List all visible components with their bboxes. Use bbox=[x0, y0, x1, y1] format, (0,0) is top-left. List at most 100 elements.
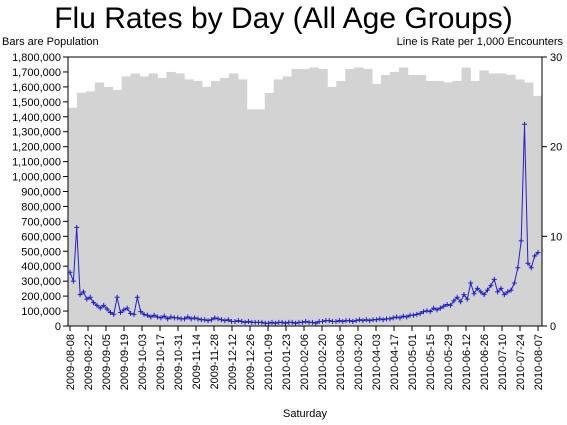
rate-point bbox=[346, 318, 352, 324]
rate-point bbox=[155, 314, 161, 320]
population-bar bbox=[425, 80, 436, 326]
rate-point bbox=[495, 289, 501, 295]
left-tick-label: 800,000 bbox=[21, 201, 61, 213]
left-tick-label: 100,000 bbox=[21, 306, 61, 318]
population-bar bbox=[184, 79, 194, 326]
rate-point bbox=[468, 280, 474, 286]
left-tick-label: 1,600,000 bbox=[12, 82, 61, 94]
population-bar bbox=[193, 80, 203, 326]
population-bar bbox=[524, 82, 534, 326]
population-bar bbox=[76, 92, 87, 327]
population-bar bbox=[85, 91, 96, 327]
right-axis-caption: Line is Rate per 1,000 Encounters bbox=[396, 36, 563, 48]
rate-point bbox=[336, 318, 342, 324]
rate-point bbox=[471, 291, 477, 297]
left-axis-caption: Bars are Population bbox=[2, 36, 99, 48]
rate-point bbox=[353, 318, 359, 324]
population-bar bbox=[354, 67, 364, 327]
population-bar bbox=[166, 71, 176, 326]
rate-point bbox=[501, 292, 507, 298]
rate-point bbox=[269, 319, 275, 325]
x-tick-label: 2010-03-06 bbox=[335, 334, 347, 390]
rate-point bbox=[161, 313, 167, 319]
rate-point bbox=[114, 294, 120, 300]
left-tick-label: 1,800,000 bbox=[12, 52, 61, 64]
rate-point bbox=[525, 260, 531, 266]
rate-point bbox=[441, 303, 447, 309]
population-bar bbox=[381, 74, 391, 327]
population-bar bbox=[452, 80, 462, 326]
x-tick-label: 2010-07-10 bbox=[497, 334, 509, 390]
x-tick-label: 2009-11-14 bbox=[191, 334, 203, 389]
rate-point bbox=[205, 318, 211, 324]
rate-point bbox=[326, 318, 332, 324]
rate-point bbox=[245, 319, 251, 325]
right-tick-label: 20 bbox=[550, 142, 562, 154]
left-tick-label: 300,000 bbox=[21, 276, 61, 288]
population-bar bbox=[228, 73, 239, 326]
rate-point bbox=[222, 318, 228, 324]
left-tick-label: 1,200,000 bbox=[12, 142, 61, 154]
rate-line bbox=[67, 121, 541, 326]
x-tick-label: 2009-10-17 bbox=[155, 334, 167, 390]
rate-point bbox=[397, 315, 403, 321]
population-bar bbox=[255, 109, 266, 326]
rate-point bbox=[414, 311, 420, 317]
right-tick-label: 0 bbox=[550, 321, 556, 333]
rate-point bbox=[158, 315, 164, 321]
rate-point bbox=[437, 305, 443, 311]
population-bar bbox=[488, 73, 498, 326]
rate-point bbox=[380, 317, 386, 323]
rate-point bbox=[138, 309, 144, 315]
population-bar bbox=[372, 83, 382, 327]
rate-point bbox=[188, 316, 194, 322]
rate-point bbox=[124, 305, 130, 311]
x-tick-label: 2009-12-12 bbox=[227, 334, 239, 390]
x-tick-label: 2009-08-08 bbox=[65, 334, 77, 390]
left-tick-label: 400,000 bbox=[21, 261, 61, 273]
population-bar bbox=[68, 107, 78, 326]
population-bar bbox=[327, 86, 337, 326]
x-tick-label: 2009-12-26 bbox=[245, 334, 257, 390]
rate-point bbox=[360, 318, 366, 324]
rate-point bbox=[131, 311, 137, 317]
rate-point bbox=[242, 319, 248, 325]
x-tick-label: 2010-05-01 bbox=[407, 334, 419, 390]
rate-point bbox=[454, 294, 460, 300]
rate-point bbox=[421, 309, 427, 315]
rate-point bbox=[165, 316, 171, 322]
rate-point bbox=[181, 316, 187, 322]
rate-point bbox=[77, 292, 83, 298]
population-bar bbox=[497, 73, 507, 326]
rate-point bbox=[87, 294, 93, 300]
rate-point bbox=[387, 316, 393, 322]
population-bar bbox=[130, 73, 140, 326]
left-tick-label: 1,000,000 bbox=[12, 172, 61, 184]
population-bar bbox=[264, 92, 275, 327]
rate-point bbox=[424, 308, 430, 314]
rate-point bbox=[313, 320, 319, 326]
rate-point bbox=[266, 320, 272, 326]
rate-point bbox=[491, 276, 497, 282]
rate-point bbox=[410, 312, 416, 318]
rate-point bbox=[488, 283, 494, 289]
population-bar bbox=[389, 71, 400, 326]
x-axis-label: Saturday bbox=[283, 408, 328, 420]
population-bar bbox=[211, 80, 221, 326]
population-bar bbox=[220, 77, 230, 326]
rate-point bbox=[367, 318, 373, 324]
rate-point bbox=[148, 314, 154, 320]
x-tick-label: 2010-06-26 bbox=[479, 334, 491, 390]
rate-point bbox=[128, 310, 134, 316]
rate-point bbox=[303, 319, 309, 325]
x-tick-label: 2010-01-23 bbox=[281, 334, 293, 390]
population-bar bbox=[103, 86, 114, 326]
population-bar bbox=[112, 89, 123, 326]
rate-point bbox=[528, 265, 534, 271]
left-tick-label: 900,000 bbox=[21, 187, 61, 199]
rate-point bbox=[447, 302, 453, 308]
rate-point bbox=[272, 320, 278, 326]
population-bars bbox=[68, 67, 543, 327]
population-bar bbox=[282, 76, 292, 327]
rate-point bbox=[80, 289, 86, 295]
